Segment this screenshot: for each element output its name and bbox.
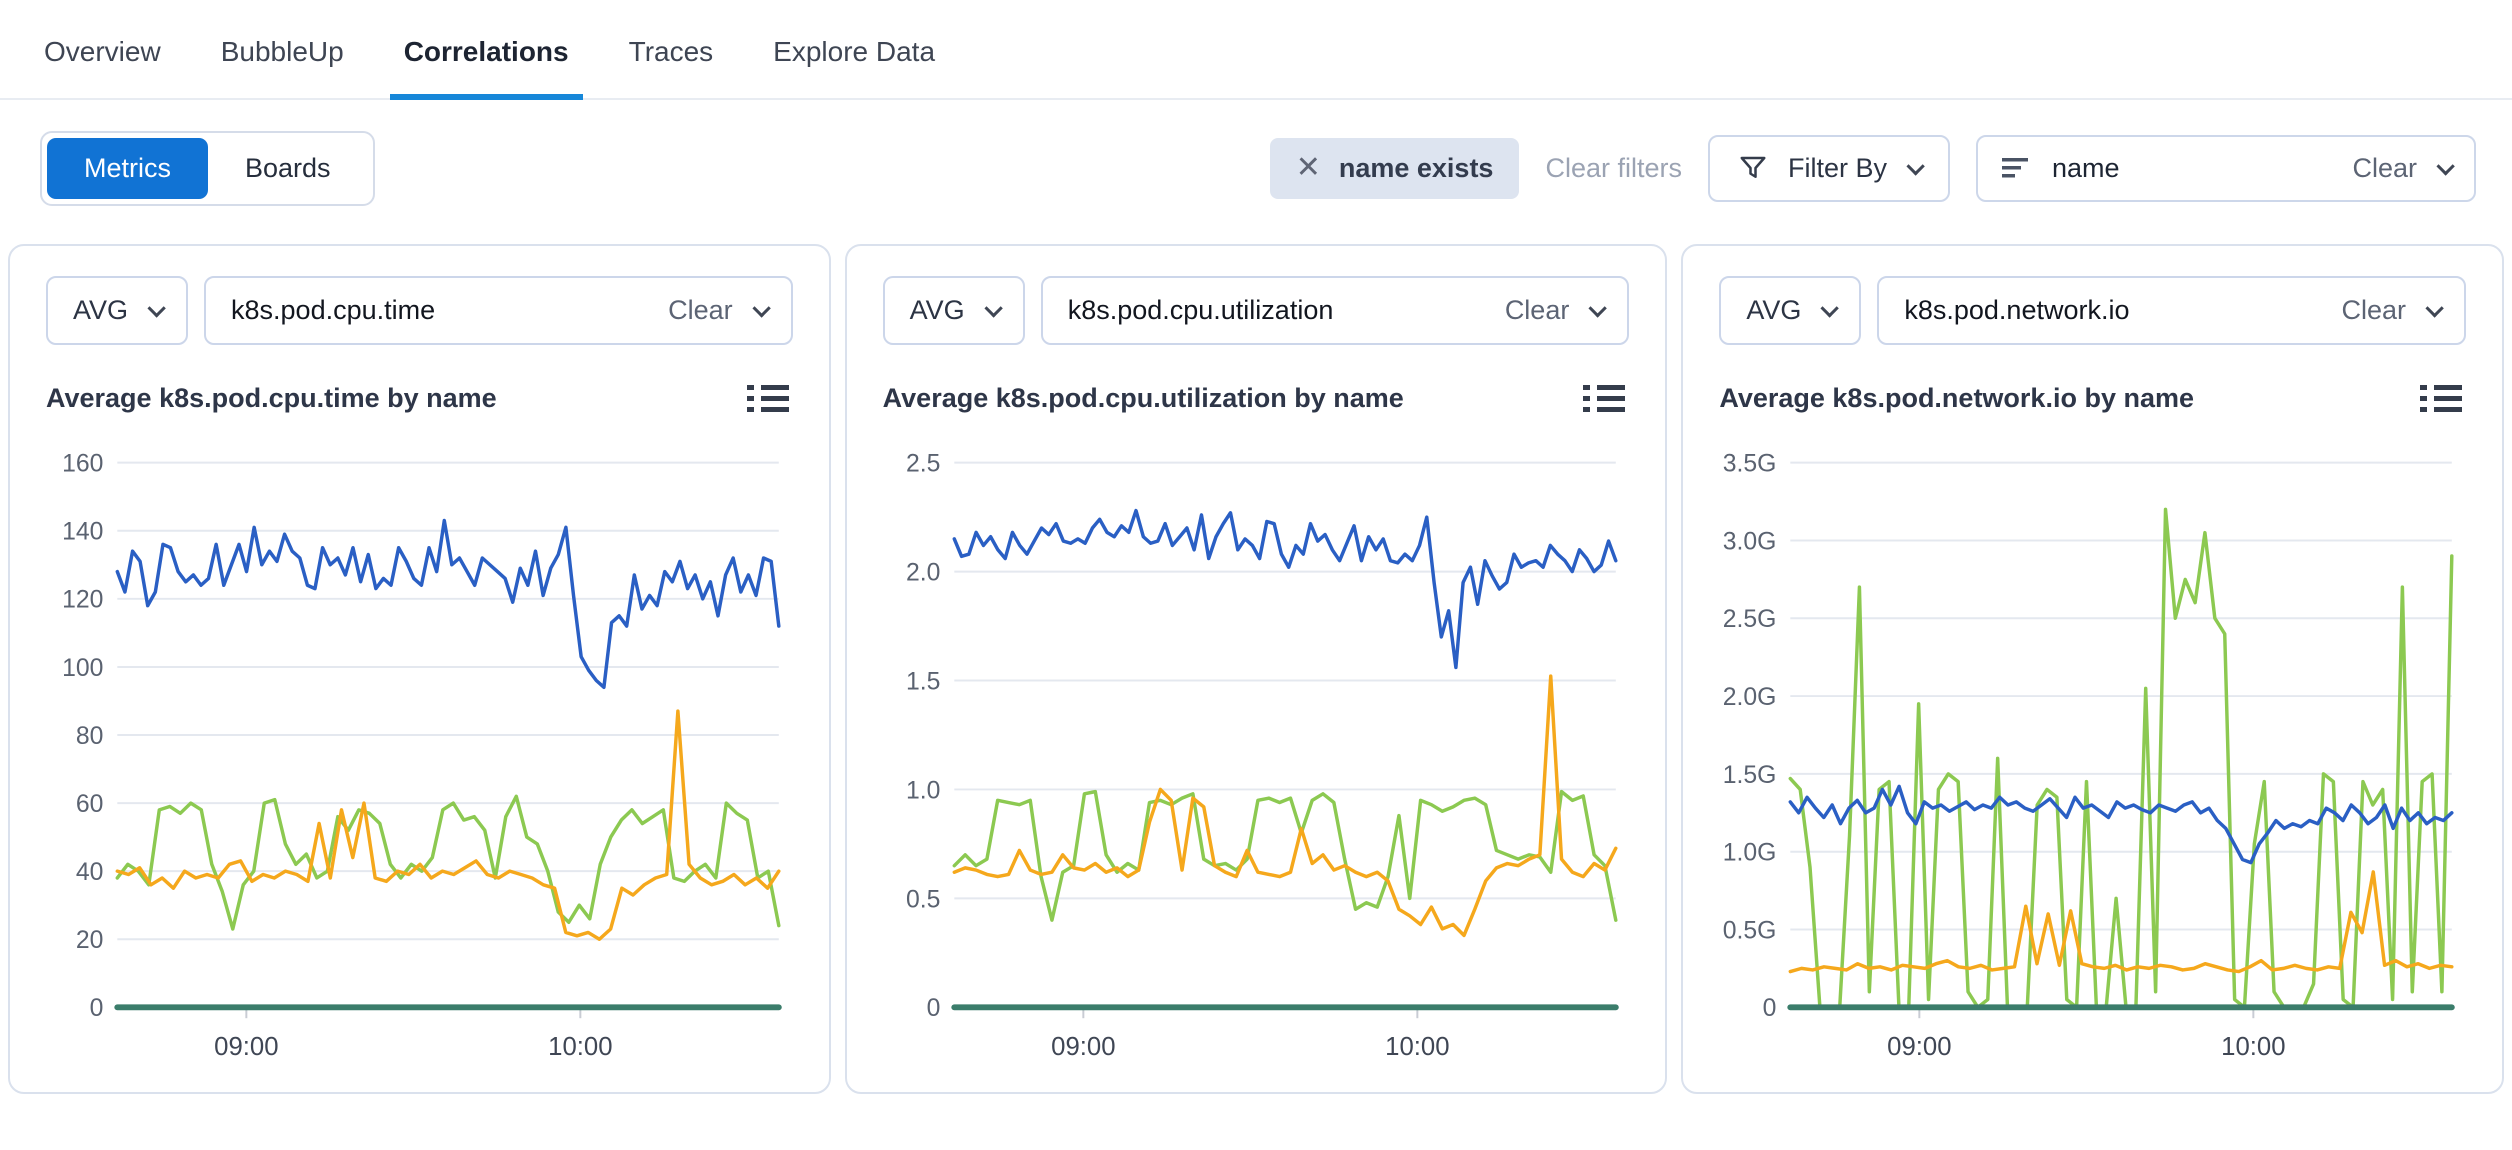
filter-lines-icon [2002,158,2028,178]
svg-text:1.5: 1.5 [906,668,940,695]
chart-card-cpu-time: AVG k8s.pod.cpu.time Clear Average k8s.p… [8,244,831,1094]
svg-text:2.0: 2.0 [906,559,940,586]
svg-text:09:00: 09:00 [214,1033,278,1061]
chart-title: Average k8s.pod.network.io by name [1719,383,2194,413]
card-header: AVG k8s.pod.network.io Clear [1719,276,2467,345]
chart-card-cpu-utilization: AVG k8s.pod.cpu.utilization Clear Averag… [844,244,1668,1094]
svg-text:160: 160 [62,451,103,478]
metric-clear-button[interactable]: Clear [1504,295,1570,325]
chart-card-network-io: AVG k8s.pod.network.io Clear Average k8s… [1681,244,2505,1094]
metric-clear-button[interactable]: Clear [2341,295,2407,325]
aggregation-dropdown[interactable]: AVG [1719,276,1862,345]
filter-cluster: ✕ name exists Clear filters Filter By na… [1269,134,2476,202]
tab-traces[interactable]: Traces [628,36,714,67]
line-chart-cpu-utilization[interactable]: 2.5 2.0 1.5 1.0 0.5 0 09:00 10:00 [883,428,1630,1062]
filter-chip-label: name exists [1338,152,1494,183]
card-header: AVG k8s.pod.cpu.time Clear [46,276,793,345]
svg-text:2.0G: 2.0G [1723,684,1777,711]
chevron-down-icon [147,299,166,318]
svg-text:09:00: 09:00 [1051,1033,1115,1061]
svg-text:40: 40 [76,859,104,886]
svg-text:80: 80 [76,723,104,750]
chevron-down-icon [1588,299,1608,318]
boards-toggle-button[interactable]: Boards [245,152,331,183]
funnel-icon [1740,156,1766,178]
group-by-clear-button[interactable]: Clear [2352,152,2417,183]
svg-text:10:00: 10:00 [2221,1033,2285,1061]
chart-title: Average k8s.pod.cpu.time by name [46,383,497,413]
svg-text:120: 120 [62,587,103,614]
top-tab-bar: Overview BubbleUp Correlations Traces Ex… [0,0,2512,100]
tab-bubbleup[interactable]: BubbleUp [220,36,344,67]
metric-name: k8s.pod.cpu.time [231,295,436,325]
tab-overview[interactable]: Overview [44,36,161,67]
group-by-select[interactable]: name Clear [1976,134,2476,202]
chevron-down-icon [2436,156,2455,176]
tab-correlations[interactable]: Correlations [389,2,583,100]
group-by-value: name [2052,152,2120,183]
metrics-toggle-button[interactable]: Metrics [47,137,208,199]
metric-name: k8s.pod.cpu.utilization [1067,295,1334,325]
svg-text:09:00: 09:00 [1887,1033,1951,1061]
aggregation-value: AVG [1746,295,1802,325]
chevron-down-icon [2425,299,2444,318]
svg-text:3.0G: 3.0G [1723,528,1777,555]
chevron-down-icon [984,299,1003,318]
filter-by-label: Filter By [1787,152,1887,183]
svg-text:0.5G: 0.5G [1723,917,1777,944]
svg-text:140: 140 [62,519,103,546]
svg-text:20: 20 [76,927,104,954]
svg-text:0.5: 0.5 [906,886,940,913]
metrics-boards-toggle: Metrics Boards [40,130,375,206]
chevron-down-icon [1820,299,1840,318]
svg-text:100: 100 [62,655,103,682]
svg-text:3.5G: 3.5G [1723,451,1777,478]
aggregation-dropdown[interactable]: AVG [46,276,189,345]
metric-name: k8s.pod.network.io [1904,295,2130,325]
metric-clear-button[interactable]: Clear [668,295,733,325]
aggregation-dropdown[interactable]: AVG [882,276,1025,345]
correlation-cards: AVG k8s.pod.cpu.time Clear Average k8s.p… [8,244,2505,1094]
clear-filters-link[interactable]: Clear filters [1545,152,1682,183]
svg-text:2.5: 2.5 [906,451,940,478]
legend-list-icon[interactable] [2416,381,2466,416]
svg-text:1.0: 1.0 [906,777,940,804]
svg-text:60: 60 [76,791,104,818]
line-chart-cpu-time[interactable]: 160 140 120 100 80 60 40 20 0 09:00 10:00 [46,428,793,1062]
tab-explore-data[interactable]: Explore Data [773,36,936,67]
chevron-down-icon [1906,156,1925,176]
svg-text:10:00: 10:00 [1385,1033,1449,1061]
toolbar: Metrics Boards ✕ name exists Clear filte… [0,126,2512,210]
aggregation-value: AVG [909,295,965,325]
filter-by-dropdown[interactable]: Filter By [1707,134,1950,202]
remove-filter-icon[interactable]: ✕ [1295,151,1321,184]
metric-select[interactable]: k8s.pod.cpu.time Clear [204,276,793,345]
svg-text:2.5G: 2.5G [1723,606,1777,633]
svg-text:0: 0 [1763,995,1777,1022]
legend-list-icon[interactable] [1579,381,1629,416]
chevron-down-icon [752,299,771,318]
svg-text:10:00: 10:00 [548,1033,612,1061]
svg-text:1.0G: 1.0G [1723,840,1777,867]
svg-text:0: 0 [926,995,940,1022]
line-chart-network-io[interactable]: 3.5G 3.0G 2.5G 2.0G 1.5G 1.0G 0.5G 0 09:00 10:00 [1719,428,2466,1062]
chart-title: Average k8s.pod.cpu.utilization by name [882,383,1404,413]
metric-select[interactable]: k8s.pod.cpu.utilization Clear [1040,276,1630,345]
card-header: AVG k8s.pod.cpu.utilization Clear [882,276,1630,345]
svg-text:0: 0 [90,995,104,1022]
svg-text:1.5G: 1.5G [1723,762,1777,789]
legend-list-icon[interactable] [743,381,793,416]
metric-select[interactable]: k8s.pod.network.io Clear [1877,276,2467,345]
aggregation-value: AVG [73,295,129,325]
name-exists-filter-chip[interactable]: ✕ name exists [1269,137,1520,199]
